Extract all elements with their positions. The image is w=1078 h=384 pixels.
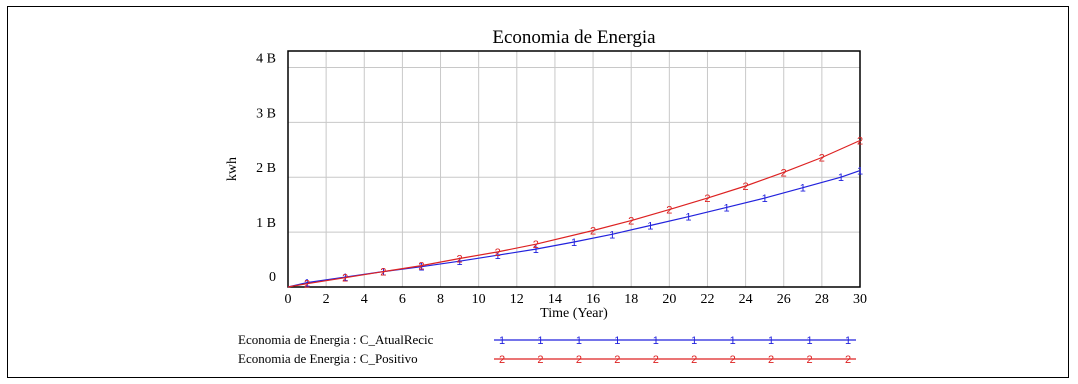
legend-marker: 1 [653,335,659,347]
data-point-marker: 2 [457,253,463,265]
data-point-marker: 1 [857,166,863,178]
data-point-marker: 1 [762,193,768,205]
y-tick-label: 3 B [256,106,276,121]
data-point-marker: 2 [495,247,501,259]
data-point-marker: 2 [418,261,424,273]
data-point-marker: 1 [495,250,501,262]
series-2: 2 2 2 2 2 2 2 2 2 2 2 2 2 2 2 [287,135,863,291]
y-axis-label: kwh [225,157,240,181]
x-tick-label: 24 [739,292,753,307]
data-point-marker: 2 [533,239,539,251]
x-tick-label: 22 [700,292,714,307]
legend-marker: 1 [691,335,697,347]
data-point-marker: 2 [819,152,825,164]
legend-marker: 2 [499,354,505,366]
x-axis-label: Time (Year) [540,306,608,321]
x-tick-label: 26 [777,292,791,307]
x-tick-label: 8 [437,292,444,307]
data-point-marker: 2 [342,273,348,285]
legend-label: Economia de Energia : C_AtualRecic [238,332,434,347]
legend-marker: 2 [845,354,851,366]
series-line [287,170,861,288]
legend: Economia de Energia : C_AtualRecic 1 1 1 1 1 1… [238,332,856,366]
data-point-marker: 1 [533,244,539,256]
legend-marker: 1 [845,335,851,347]
x-tick-label: 16 [586,292,600,307]
chart-frame: Economia de Energia 0 2 4 6 8 10 12 14 16 18 20 22 2… [7,6,1069,378]
legend-marker: 2 [806,354,812,366]
legend-marker: 1 [768,335,774,347]
x-tick-label: 12 [510,292,524,307]
data-point-marker: 1 [418,262,424,274]
legend-marker: 2 [730,354,736,366]
data-point-marker: 2 [743,181,749,193]
legend-marker: 1 [614,335,620,347]
data-point-marker: 2 [704,193,710,205]
plot-area [287,50,861,288]
legend-marker: 2 [614,354,620,366]
data-point-marker: 1 [685,212,691,224]
x-tick-label: 28 [815,292,829,307]
data-point-marker: 1 [457,256,463,268]
grid [288,51,860,287]
data-point-marker: 1 [609,229,615,241]
data-point-marker: 1 [380,267,386,279]
chart-title: Economia de Energia [492,27,656,48]
legend-marker: 1 [806,335,812,347]
x-tick-label: 14 [548,292,562,307]
data-point-marker: 2 [857,135,863,147]
y-tick-label: 0 [269,270,276,285]
data-point-marker: 1 [800,183,806,195]
x-tick-label: 2 [323,292,330,307]
data-point-marker: 1 [838,172,844,184]
data-point-marker: 1 [571,237,577,249]
legend-marker: 2 [691,354,697,366]
data-point-marker: 2 [666,205,672,217]
data-point-marker: 2 [304,279,310,291]
data-point-marker: 2 [781,167,787,179]
series-line [287,139,861,288]
legend-marker: 1 [730,335,736,347]
x-tick-label: 4 [361,292,368,307]
data-point-marker: 2 [628,216,634,228]
legend-marker: 2 [576,354,582,366]
data-point-marker: 1 [647,221,653,233]
x-tick-label: 10 [472,292,486,307]
legend-marker: 1 [499,335,505,347]
legend-marker: 1 [576,335,582,347]
y-tick-label: 4 B [256,51,276,66]
x-tick-label: 6 [399,292,406,307]
x-tick-label: 0 [285,292,292,307]
legend-marker: 1 [537,335,543,347]
legend-marker: 2 [768,354,774,366]
x-tick-label: 20 [662,292,676,307]
chart-svg: Economia de Energia 0 2 4 6 8 10 12 14 16 18 20 22 2… [225,27,867,366]
y-tick-label: 2 B [256,161,276,176]
y-tick-label: 1 B [256,216,276,231]
legend-label: Economia de Energia : C_Positivo [238,351,418,366]
legend-marker: 2 [653,354,659,366]
data-point-marker: 2 [380,267,386,279]
data-point-marker: 2 [590,225,596,237]
x-tick-label: 30 [853,292,867,307]
x-tick-label: 18 [624,292,638,307]
data-point-marker: 1 [723,202,729,214]
legend-marker: 2 [537,354,543,366]
